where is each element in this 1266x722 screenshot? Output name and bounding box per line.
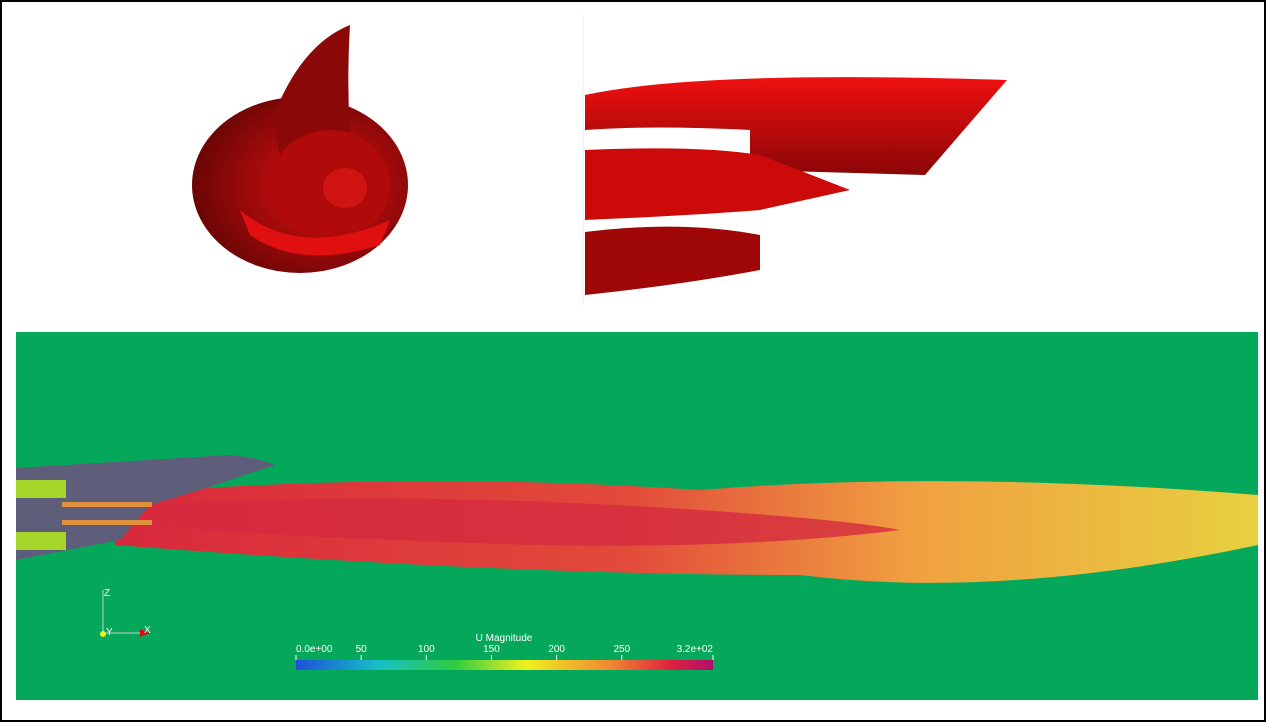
axis-label: Y xyxy=(106,627,113,638)
colorbar-title: U Magnitude xyxy=(476,633,533,644)
colorbar-tick-label: 3.2e+02 xyxy=(677,644,714,655)
page: Z Y X U Magnitude 0.0e+00 50 100 150 200 250 3… xyxy=(0,0,1266,722)
colorbar-tick-label: 200 xyxy=(548,644,565,655)
figure: Z Y X U Magnitude 0.0e+00 50 100 150 200 250 3… xyxy=(0,0,1266,722)
colorbar-tick-label: 150 xyxy=(483,644,500,655)
colorbar-tick-label: 250 xyxy=(613,644,630,655)
flow-field xyxy=(16,332,1258,700)
colorbar-tick-label: 0.0e+00 xyxy=(296,644,333,655)
axis-label: X xyxy=(144,625,151,636)
axis-label: Z xyxy=(104,588,110,599)
colorbar-tick-label: 100 xyxy=(418,644,435,655)
colorbar xyxy=(296,660,713,670)
colorbar-tick-label: 50 xyxy=(356,644,368,655)
